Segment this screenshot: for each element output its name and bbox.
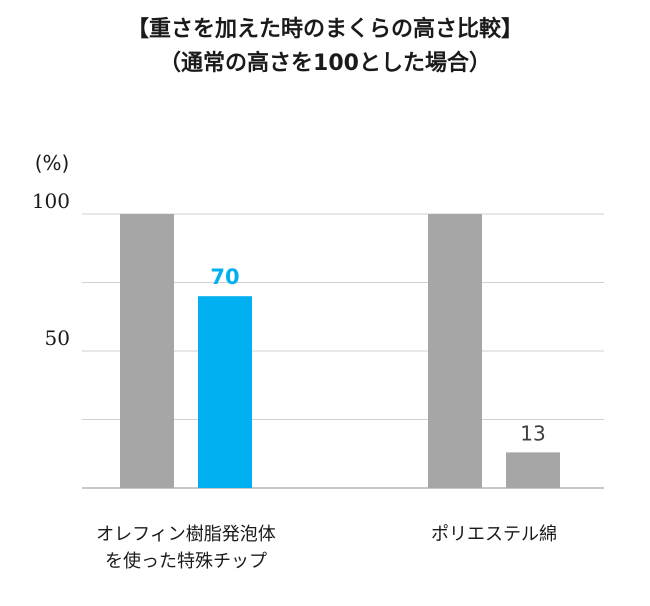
category-label: を使った特殊チップ	[105, 551, 267, 572]
chart-title-line-1: 【重さを加えた時のまくらの高さ比較】	[126, 17, 523, 42]
chart-title-line-2: （通常の高さを100とした場合）	[159, 51, 491, 76]
bar-group-2-bar-2	[506, 452, 560, 488]
category-label: ポリエステル綿	[431, 524, 557, 545]
category-label: オレフィン樹脂発泡体	[96, 524, 276, 545]
y-unit-label: (%)	[35, 151, 70, 175]
bar-group-2-bar-1	[428, 214, 482, 488]
bar-group-1-bar-2	[198, 296, 252, 488]
data-label: 13	[520, 421, 545, 445]
data-label: 70	[210, 265, 239, 289]
bar-group-1-bar-1	[120, 214, 174, 488]
y-tick-label: 50	[45, 326, 70, 350]
y-tick-label: 100	[32, 189, 70, 213]
